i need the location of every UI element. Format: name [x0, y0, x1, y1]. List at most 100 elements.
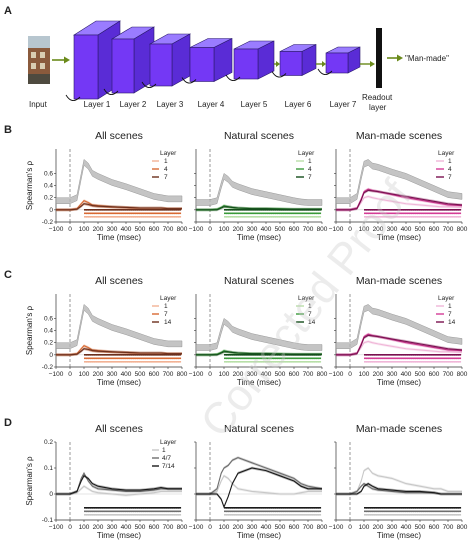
significance-marker: [172, 216, 176, 218]
significance-marker: [306, 357, 310, 360]
significance-marker: [436, 514, 440, 516]
x-tick-label: 200: [93, 226, 104, 233]
significance-marker: [414, 209, 418, 211]
layer-6-label: Layer 6: [285, 100, 312, 109]
significance-marker: [413, 212, 416, 215]
significance-marker: [125, 514, 129, 516]
significance-marker: [310, 507, 314, 509]
significance-marker: [430, 209, 434, 211]
significance-marker: [140, 361, 144, 363]
significance-marker: [84, 357, 87, 360]
significance-marker: [146, 354, 150, 356]
significance-marker: [298, 357, 302, 360]
significance-marker: [446, 212, 450, 215]
significance-marker: [152, 216, 156, 218]
significance-marker: [450, 212, 454, 215]
significance-marker: [265, 507, 269, 509]
significance-marker: [282, 209, 286, 211]
significance-marker: [314, 216, 318, 218]
significance-marker: [444, 361, 448, 363]
significance-marker: [377, 510, 381, 513]
significance-marker: [302, 357, 306, 360]
significance-marker: [129, 216, 133, 218]
significance-marker: [278, 510, 282, 513]
significance-marker: [367, 361, 371, 363]
significance-marker: [420, 357, 424, 360]
significance-marker: [442, 510, 446, 513]
x-tick-label: −100: [49, 524, 64, 531]
significance-marker: [411, 209, 415, 211]
significance-marker: [111, 209, 115, 211]
significance-marker: [115, 216, 119, 218]
significance-marker: [418, 510, 422, 513]
significance-marker: [174, 361, 178, 363]
legend-title: Layer: [160, 150, 177, 157]
chart-panel-d-3: Man-made scenes−100 0 100 200 300 400 500 600 70…: [329, 423, 468, 540]
significance-marker: [365, 209, 369, 211]
significance-marker: [276, 514, 280, 516]
significance-marker: [448, 354, 452, 356]
significance-marker: [142, 510, 146, 513]
significance-marker: [373, 361, 377, 363]
significance-marker: [107, 357, 111, 360]
significance-marker: [369, 209, 373, 211]
significance-marker: [302, 209, 306, 211]
significance-marker: [89, 507, 93, 509]
significance-marker: [178, 354, 182, 356]
significance-marker: [298, 212, 302, 215]
significance-marker: [426, 216, 430, 218]
significance-marker: [414, 357, 418, 360]
significance-marker: [416, 514, 420, 516]
significance-marker: [136, 514, 140, 516]
significance-marker: [95, 212, 99, 215]
significance-marker: [444, 216, 448, 218]
significance-marker: [140, 354, 144, 356]
significance-marker: [89, 216, 93, 218]
significance-marker: [310, 510, 314, 513]
significance-marker: [101, 361, 105, 363]
significance-marker: [420, 354, 424, 356]
significance-marker: [367, 354, 371, 356]
significance-marker: [172, 354, 176, 356]
significance-marker: [138, 357, 142, 360]
significance-marker: [172, 212, 176, 215]
significance-marker: [235, 209, 239, 211]
x-tick-label: 400: [401, 226, 412, 233]
significance-marker: [286, 357, 290, 360]
significance-marker: [261, 209, 265, 211]
significance-marker: [385, 216, 389, 218]
significance-marker: [255, 361, 259, 363]
significance-marker: [405, 361, 409, 363]
significance-marker: [237, 361, 241, 363]
significance-marker: [318, 514, 322, 516]
significance-marker: [452, 357, 456, 360]
significance-marker: [371, 354, 375, 356]
significance-marker: [373, 216, 377, 218]
significance-marker: [434, 361, 438, 363]
x-tick-label: 700: [303, 226, 314, 233]
significance-marker: [393, 354, 397, 356]
significance-marker: [158, 357, 162, 360]
significance-marker: [89, 514, 93, 516]
significance-marker: [224, 354, 227, 356]
significance-marker: [235, 354, 239, 356]
x-tick-label: 500: [415, 524, 426, 531]
significance-marker: [225, 212, 229, 215]
x-tick-label: 300: [387, 524, 398, 531]
significance-marker: [413, 361, 416, 363]
significance-marker: [174, 510, 178, 513]
significance-marker: [154, 216, 158, 218]
significance-marker: [84, 361, 87, 363]
significance-marker: [255, 357, 259, 360]
significance-marker: [129, 361, 133, 363]
significance-marker: [107, 510, 111, 513]
row-b: B All scenes-0.200.20.40.6−100 0 100 200 300 4…: [4, 124, 468, 242]
legend-entry: 1: [164, 303, 168, 310]
significance-marker: [142, 216, 146, 218]
significance-marker: [401, 361, 405, 363]
significance-marker: [436, 209, 440, 211]
significance-marker: [383, 216, 387, 218]
significance-marker: [237, 357, 241, 360]
significance-marker: [131, 510, 135, 513]
significance-marker: [263, 514, 267, 516]
